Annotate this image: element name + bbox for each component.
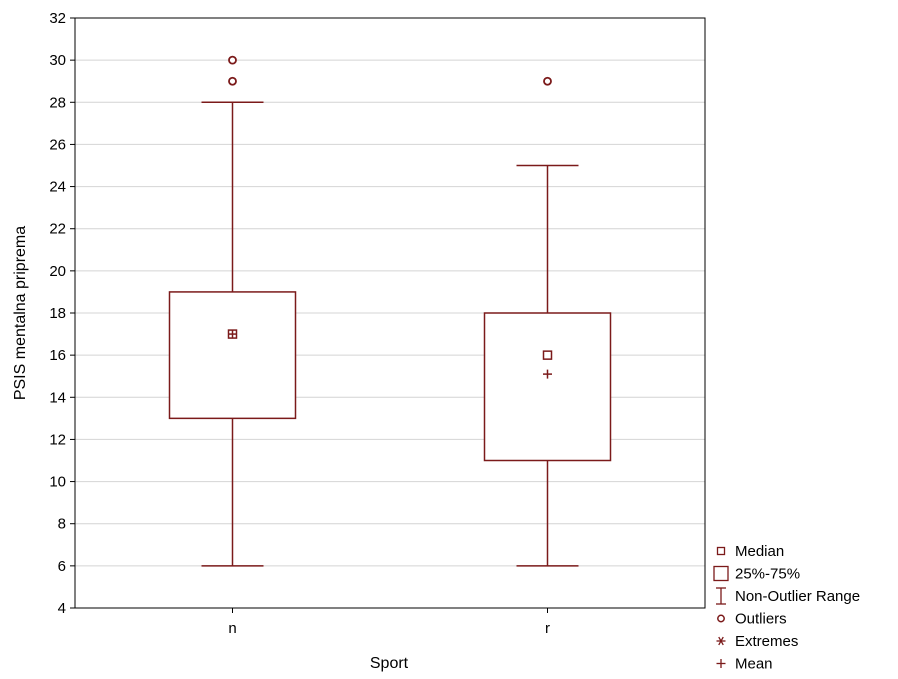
legend-label: Non-Outlier Range <box>735 588 860 605</box>
x-tick-label: n <box>228 620 236 637</box>
legend-label: Median <box>735 543 784 560</box>
outlier-point <box>543 76 552 86</box>
whisker-icon <box>716 587 726 605</box>
y-tick-label: 10 <box>49 474 66 491</box>
y-tick-label: 30 <box>49 52 66 69</box>
y-tick-label: 16 <box>49 347 66 364</box>
iqr-box <box>483 312 612 462</box>
median-marker <box>542 350 553 360</box>
asterisk-icon <box>716 636 726 646</box>
outlier-point <box>228 76 237 86</box>
box-series <box>168 55 612 567</box>
y-tick-label: 6 <box>58 558 66 575</box>
legend-label: 25%-75% <box>735 566 800 583</box>
y-tick-label: 8 <box>58 516 66 533</box>
x-tick-label: r <box>545 620 550 637</box>
legend-entry: Outliers <box>717 611 787 628</box>
box-group-n <box>168 55 297 567</box>
circle-icon <box>717 614 725 623</box>
y-tick-label: 22 <box>49 221 66 238</box>
legend-label: Extremes <box>735 633 798 650</box>
outlier-point <box>228 55 237 65</box>
y-tick-label: 18 <box>49 305 66 322</box>
box-group-r <box>483 76 612 567</box>
y-axis: 4 6 8 10 12 14 16 18 20 22 24 26 28 30 32 <box>49 10 75 617</box>
legend-label: Outliers <box>735 611 787 628</box>
iqr-box <box>168 291 297 420</box>
x-axis-title: Sport <box>370 655 409 672</box>
y-tick-label: 14 <box>49 389 66 406</box>
legend-entry: Extremes <box>716 633 798 650</box>
y-tick-label: 32 <box>49 10 66 27</box>
y-tick-label: 12 <box>49 431 66 448</box>
asterisk-stroke <box>718 636 724 646</box>
legend: Median 25%-75% Non-Outlier Range Outliers Ex… <box>713 543 860 673</box>
legend-label: Mean <box>735 656 773 673</box>
y-tick-label: 4 <box>58 600 66 617</box>
plus-icon <box>716 659 726 668</box>
legend-entry: 25%-75% <box>713 565 800 583</box>
y-tick-label: 24 <box>49 179 66 196</box>
box-icon <box>713 565 729 582</box>
y-tick-label: 20 <box>49 263 66 280</box>
legend-entry: Median <box>716 543 784 560</box>
y-tick-label: 28 <box>49 94 66 111</box>
legend-entry: Mean <box>716 656 773 673</box>
legend-entry: Non-Outlier Range <box>716 587 860 605</box>
y-axis-title: PSIS mentalna priprema <box>12 226 29 400</box>
median-square-icon <box>716 546 726 556</box>
y-tick-label: 26 <box>49 136 66 153</box>
